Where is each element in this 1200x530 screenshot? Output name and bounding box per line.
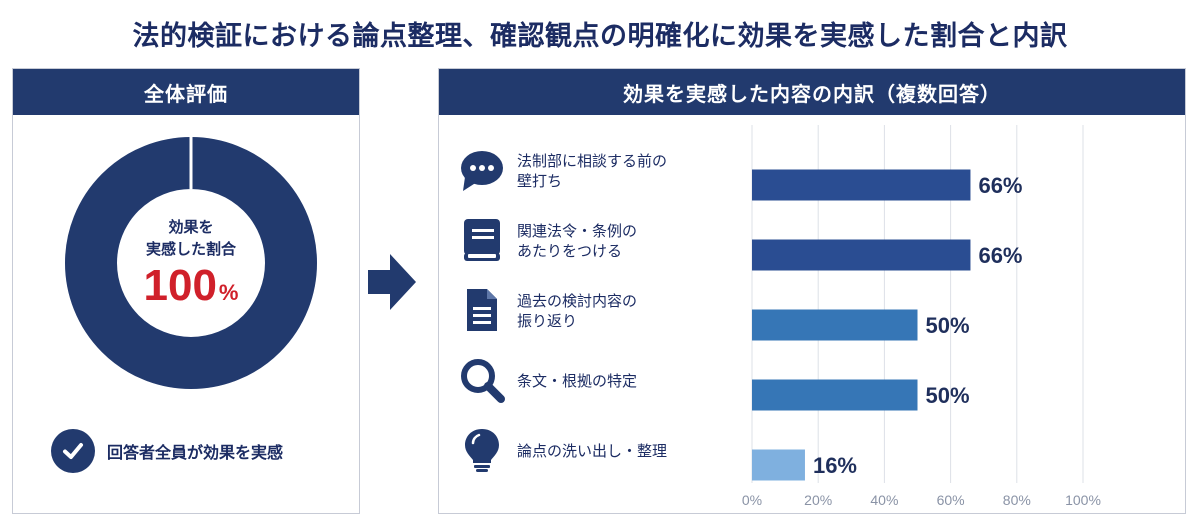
- x-tick-label: 40%: [870, 492, 898, 508]
- search-icon: [459, 357, 505, 403]
- category-label-line: あたりをつける: [517, 242, 623, 260]
- category-label-line: 関連法令・条例の: [517, 222, 638, 240]
- category-label-line: 条文・根拠の特定: [517, 372, 638, 390]
- breakdown-header: 効果を実感した内容の内訳（複数回答）: [439, 69, 1185, 115]
- category-label-line: 法制部に相談する前の: [517, 152, 668, 170]
- donut-label-line1: 効果を: [168, 218, 214, 236]
- document-icon: [459, 287, 505, 333]
- all-respondents-row: 回答者全員が効果を実感: [51, 429, 283, 473]
- all-respondents-text: 回答者全員が効果を実感: [107, 443, 284, 462]
- bar-value-label: 66%: [978, 243, 1022, 268]
- x-tick-label: 20%: [804, 492, 832, 508]
- bar: [752, 169, 971, 201]
- category-label: 過去の検討内容の 振り返り: [517, 291, 717, 331]
- x-tick-label: 80%: [1003, 492, 1031, 508]
- overall-evaluation-panel: 全体評価 効果を 実感した割合 100 % 回答者全員が効果を実感: [12, 68, 360, 514]
- page-title: 法的検証における論点整理、確認観点の明確化に効果を実感した割合と内訳: [132, 21, 1068, 52]
- donut-value-row: 100 %: [144, 262, 239, 310]
- category-label-line: 過去の検討内容の: [517, 292, 638, 310]
- chat-bubble-icon: [459, 147, 505, 193]
- category-label-line: 振り返り: [517, 312, 578, 330]
- category-label: 論点の洗い出し・整理: [517, 441, 717, 461]
- bar: [752, 239, 971, 271]
- category-label: 条文・根拠の特定: [517, 371, 717, 391]
- donut-chart: 効果を 実感した割合 100 %: [63, 135, 319, 391]
- category-label-line: 壁打ち: [517, 172, 563, 190]
- donut-center: 効果を 実感した割合 100 %: [63, 135, 319, 391]
- overall-evaluation-header: 全体評価: [13, 69, 359, 115]
- x-tick-label: 60%: [937, 492, 965, 508]
- category-label: 法制部に相談する前の 壁打ち: [517, 151, 717, 191]
- category-label-line: 論点の洗い出し・整理: [517, 442, 668, 460]
- donut-label-line2: 実感した割合: [145, 240, 236, 258]
- category-label: 関連法令・条例の あたりをつける: [517, 221, 717, 261]
- bar-value-label: 66%: [978, 173, 1022, 198]
- lightbulb-icon: [459, 427, 505, 473]
- breakdown-bar-chart: 0% 20% 40% 60% 80% 100% 66% 66% 50% 50% 16%: [439, 115, 1187, 515]
- bar-value-label: 16%: [813, 453, 857, 478]
- check-circle-icon: [51, 429, 95, 473]
- breakdown-panel: 効果を実感した内容の内訳（複数回答） 0% 20% 40% 60% 80% 100% 66%…: [438, 68, 1186, 514]
- bar: [752, 309, 918, 341]
- bar-value-label: 50%: [926, 313, 970, 338]
- bar-value-label: 50%: [926, 383, 970, 408]
- bar-chart-svg: 0% 20% 40% 60% 80% 100% 66% 66% 50% 50% 16%: [742, 125, 1101, 508]
- donut-value: 100: [143, 261, 217, 310]
- donut-svg: [65, 137, 317, 389]
- right-arrow-icon: [368, 252, 418, 312]
- x-tick-label: 0%: [742, 492, 762, 508]
- book-icon: [459, 217, 505, 263]
- bar: [752, 449, 805, 481]
- x-tick-label: 100%: [1065, 492, 1101, 508]
- bar: [752, 379, 918, 411]
- donut-unit: %: [218, 280, 239, 305]
